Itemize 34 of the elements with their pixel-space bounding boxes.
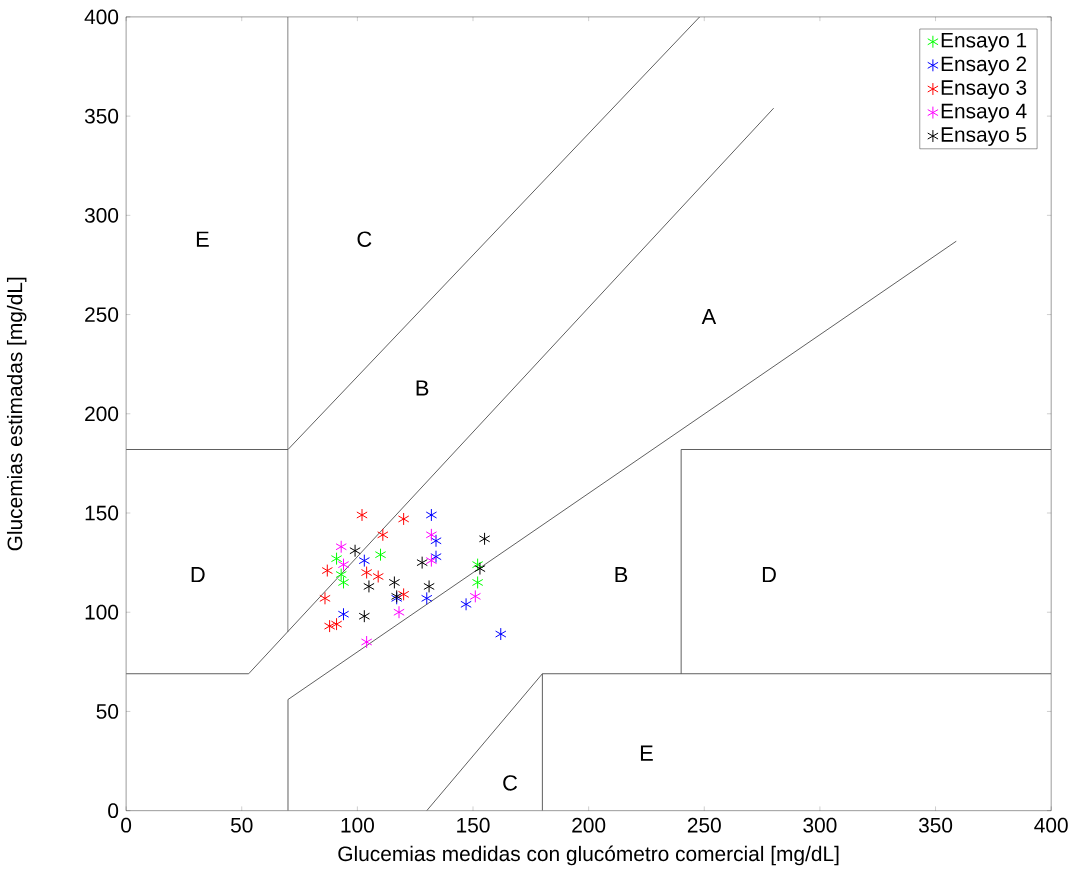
y-tick-label: 350	[84, 108, 119, 124]
y-axis-title: Glucemias estimadas [mg/dL]	[6, 277, 27, 551]
legend-label: Ensayo 4	[941, 103, 1027, 123]
x-tick-label: 100	[341, 817, 374, 833]
x-tick-label: 400	[1034, 817, 1068, 833]
y-tick-label: 100	[85, 604, 119, 620]
y-tick-label: 150	[85, 505, 119, 521]
annotation: B	[615, 566, 628, 582]
annotation: B	[416, 380, 429, 396]
annotation: D	[762, 566, 776, 582]
y-tick-label: 400	[84, 9, 119, 25]
x-tick-label: 250	[687, 817, 721, 833]
legend-label: Ensayo 5	[941, 127, 1027, 146]
y-tick-label: 300	[84, 207, 119, 223]
annotation: E	[640, 745, 653, 761]
annotation: C	[357, 231, 372, 247]
y-tick-label: 0	[108, 803, 119, 818]
legend-label: Ensayo 2	[941, 56, 1027, 76]
annotation: C	[503, 775, 518, 791]
x-tick-label: 0	[121, 817, 132, 833]
annotation: D	[191, 566, 205, 582]
legend-label: Ensayo 1	[941, 32, 1027, 52]
x-tick-label: 50	[230, 817, 253, 833]
annotation: A	[701, 308, 717, 324]
y-tick-label: 250	[85, 307, 119, 322]
y-tick-label: 200	[85, 406, 119, 422]
x-axis-title: Glucemias medidas con glucómetro comercial [mg/dL]	[338, 845, 839, 866]
x-tick-label: 150	[457, 817, 490, 833]
legend-label: Ensayo 3	[941, 80, 1027, 99]
x-tick-label: 300	[803, 817, 837, 833]
annotation: E	[196, 231, 209, 247]
x-tick-label: 200	[572, 817, 606, 833]
x-tick-label: 350	[918, 817, 953, 833]
y-tick-label: 50	[96, 703, 119, 719]
